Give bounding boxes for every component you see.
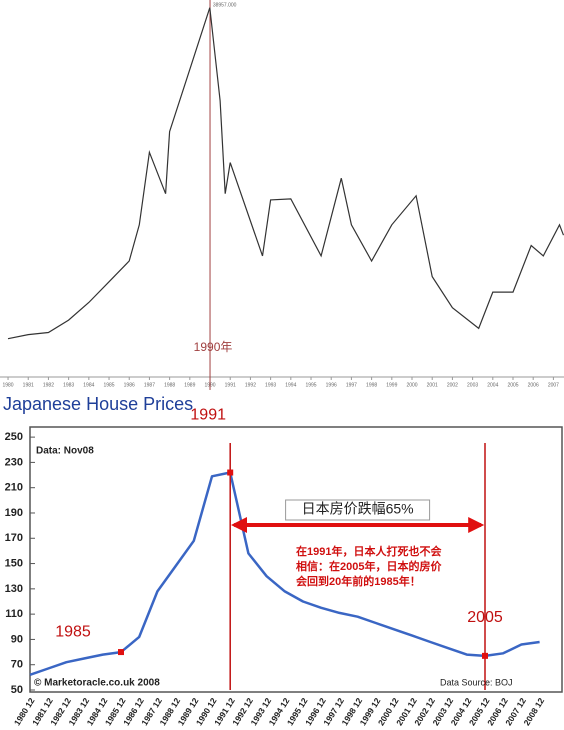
x-tick-label: 2005	[507, 382, 518, 388]
x-tick-label: 2002	[447, 382, 458, 388]
x-tick-label: 1999	[386, 382, 397, 388]
x-tick-label: 1995	[305, 382, 316, 388]
x-tick-label: 2000	[406, 382, 417, 388]
x-tick-label: 2003	[467, 382, 478, 388]
highlight-label: 1985	[55, 623, 91, 640]
price-line	[7, 7, 564, 340]
x-tick-label: 1981	[23, 382, 34, 388]
chart-title: Japanese House Prices	[3, 394, 193, 414]
y-tick-label: 70	[11, 659, 23, 671]
x-tick-label: 1991	[225, 382, 236, 388]
note-box	[34, 442, 104, 459]
data-note: Data: Nov08	[36, 446, 94, 457]
x-tick-label: 1997	[346, 382, 357, 388]
y-tick-label: 250	[5, 431, 23, 443]
highlight-point	[482, 652, 488, 659]
x-tick-label: 2001	[427, 382, 438, 388]
y-tick-label: 90	[11, 633, 23, 645]
x-tick-label: 1993	[265, 382, 276, 388]
x-tick-label: 1989	[184, 382, 195, 388]
y-tick-label: 50	[11, 684, 23, 696]
y-tick-label: 150	[5, 557, 23, 569]
x-tick-label: 2006	[528, 382, 539, 388]
y-tick-label: 210	[5, 482, 23, 494]
arrow-label: 日本房价跌幅65%	[302, 501, 414, 517]
note-line: 相信：在2005年，日本的房价	[296, 559, 442, 573]
x-tick-label: 1985	[103, 382, 114, 388]
x-tick-label: 1992	[245, 382, 256, 388]
highlight-point	[118, 649, 124, 656]
y-tick-label: 170	[5, 532, 23, 544]
x-tick-label: 1986	[124, 382, 135, 388]
x-tick-label: 1984	[83, 382, 94, 388]
y-tick-label: 130	[5, 583, 23, 595]
plot-frame	[29, 426, 563, 693]
highlight-point	[227, 469, 234, 476]
note-line: 会回到20年前的1985年！	[296, 574, 421, 588]
y-tick-label: 110	[5, 608, 23, 620]
y-tick-label: 190	[5, 507, 23, 519]
price-line	[29, 471, 540, 676]
peak-label: 38957.000	[213, 2, 237, 8]
x-tick-label: 1998	[366, 382, 377, 388]
credit: © Marketoracle.co.uk 2008	[34, 678, 160, 689]
x-tick-label: 1987	[144, 382, 155, 388]
highlight-label: 1991	[190, 407, 226, 424]
x-tick-label: 1994	[285, 382, 296, 388]
x-tick-label: 1982	[43, 382, 54, 388]
highlight-label: 2005	[467, 609, 503, 626]
marker-label: 1990年	[194, 340, 233, 354]
x-tick-label: 1988	[164, 382, 175, 388]
x-tick-label: 2004	[487, 382, 498, 388]
x-tick-label: 1980	[2, 382, 13, 388]
x-tick-label: 2007	[548, 382, 559, 388]
y-tick-label: 230	[5, 456, 23, 468]
note-line: 在1991年，日本人打死也不会	[296, 544, 442, 558]
source: Data Source: BOJ	[440, 677, 513, 687]
x-tick-label: 1983	[63, 382, 74, 388]
arrow-label-box	[285, 499, 431, 521]
x-tick-label: 1996	[326, 382, 337, 388]
